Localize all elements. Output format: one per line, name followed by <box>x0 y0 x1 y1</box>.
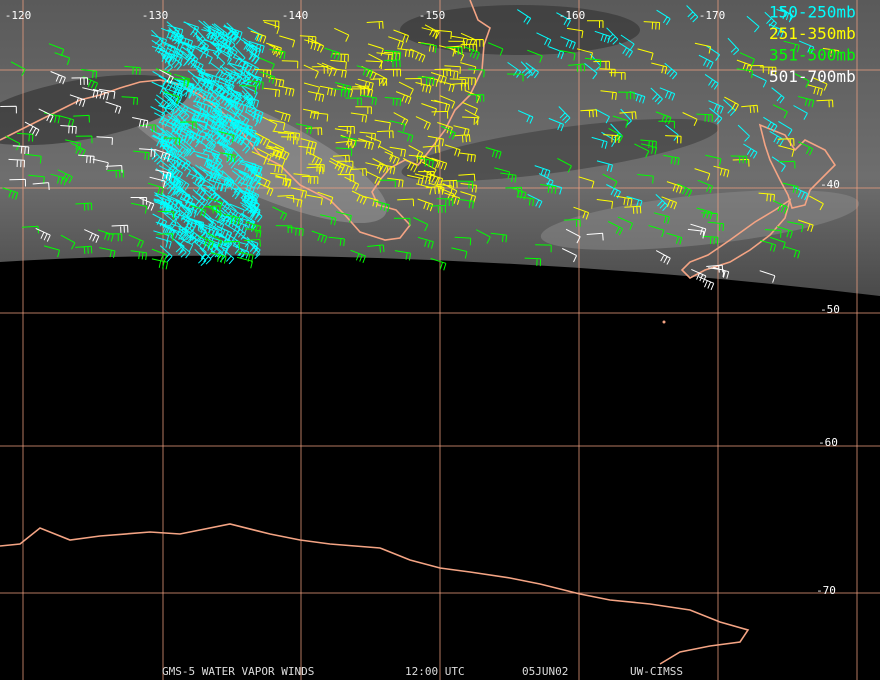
legend-entry: 150-250mb <box>769 3 856 22</box>
legend-entry: 351-500mb <box>769 46 856 65</box>
latitude-labels: -40 -50 -60 -70 <box>816 178 840 597</box>
longitude-labels: -120 -130 -140 -150 -160 -170 <box>5 9 726 22</box>
lat-label: -40 <box>820 178 840 191</box>
lon-label: -120 <box>5 9 32 22</box>
wind-barb-group <box>149 5 815 267</box>
lon-label: -140 <box>282 9 309 22</box>
legend-entry: 251-350mb <box>769 24 856 43</box>
lat-label: -50 <box>820 303 840 316</box>
legend: 150-250mb 251-350mb 351-500mb 501-700mb <box>769 3 856 87</box>
legend-entry: 501-700mb <box>769 67 856 86</box>
wind-barb-group <box>2 40 815 271</box>
footer-text: 05JUN02 <box>522 665 568 678</box>
footer-text: GMS-5 WATER VAPOR WINDS <box>162 665 314 678</box>
wind-barb-group <box>0 69 776 291</box>
lon-label: -160 <box>559 9 586 22</box>
lon-label: -150 <box>419 9 446 22</box>
footer-text: 12:00 UTC <box>405 665 465 678</box>
footer-text: UW-CIMSS <box>630 665 683 678</box>
lon-label: -170 <box>699 9 726 22</box>
footer: GMS-5 WATER VAPOR WINDS 12:00 UTC 05JUN0… <box>162 665 683 678</box>
lat-label: -60 <box>818 436 838 449</box>
wind-barbs <box>0 5 840 291</box>
lat-label: -70 <box>816 584 836 597</box>
coastlines <box>0 0 837 665</box>
lon-label: -130 <box>142 9 169 22</box>
